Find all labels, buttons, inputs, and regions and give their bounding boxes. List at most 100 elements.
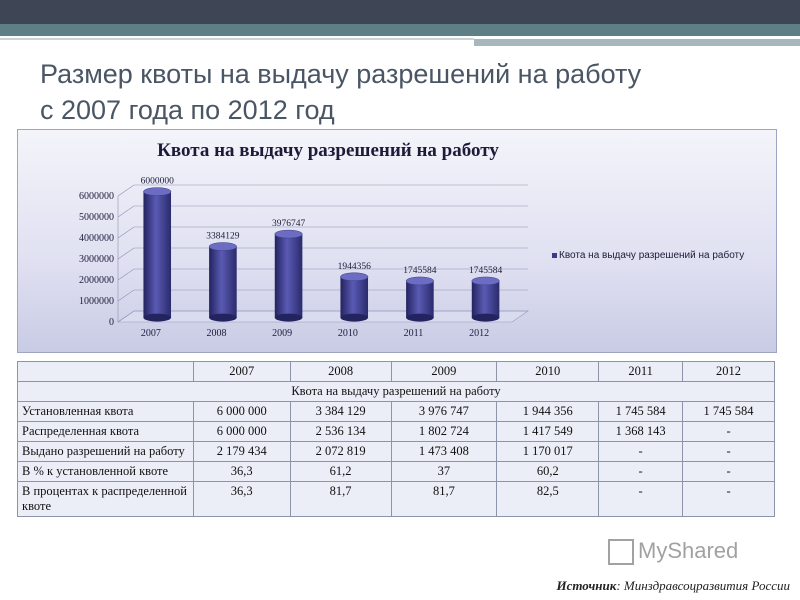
table-cell: 2 536 134 xyxy=(289,421,392,442)
y-tick-label: 5000000 xyxy=(79,212,114,223)
bar-chart: 0 1000000 2000000 3000000 4000000 5000000 6000… xyxy=(79,177,529,339)
bar-top xyxy=(208,242,237,251)
watermark-logo-icon xyxy=(608,539,634,566)
bar-base xyxy=(406,313,434,322)
table-cell: 36,3 xyxy=(192,481,291,517)
table-cell: 3 384 129 xyxy=(289,401,392,422)
legend-swatch xyxy=(552,252,557,258)
table-cell: - xyxy=(598,461,684,482)
bar xyxy=(209,246,237,318)
table-cell: - xyxy=(682,461,775,482)
y-tick-label: 3000000 xyxy=(79,254,114,265)
y-tick-label: 0 xyxy=(109,317,114,328)
bar xyxy=(274,234,303,318)
bar-top xyxy=(405,276,434,286)
table-cell: 2 072 819 xyxy=(289,441,392,462)
bar-top xyxy=(471,276,500,286)
watermark-text: MyShared xyxy=(638,538,739,563)
table-cell: 1 473 408 xyxy=(390,441,498,462)
row-label: Выдано разрешений на работу xyxy=(17,441,194,462)
table-cell: 37 xyxy=(390,461,498,482)
table-section-row: Квота на выдачу разрешений на работу xyxy=(17,381,775,402)
table-cell: 1 944 356 xyxy=(496,401,600,422)
table-cell: 6 000 000 xyxy=(192,401,291,422)
x-tick-label: 2009 xyxy=(272,328,292,339)
table-cell: 1 745 584 xyxy=(598,401,684,422)
data-label: 3976747 xyxy=(272,219,306,229)
table-cell: 1 802 724 xyxy=(390,421,498,442)
row-label: В процентах к распределенной квоте xyxy=(17,481,194,517)
bar xyxy=(471,280,500,318)
row-label: В % к установленной квоте xyxy=(17,461,194,482)
bar-base xyxy=(340,313,369,322)
year-header: 2011 xyxy=(598,361,684,382)
source-label: Источник xyxy=(556,578,617,593)
source-note: Источник: Минздравсоцразвития России xyxy=(556,578,790,594)
gridline-diagonal xyxy=(117,289,135,302)
table-cell: - xyxy=(598,481,684,517)
bar xyxy=(340,276,369,318)
table-cell: 81,7 xyxy=(390,481,498,517)
quota-table: 2007 2008 2009 2010 2011 2012 Квота на в… xyxy=(17,361,775,517)
year-header: 2009 xyxy=(390,361,498,382)
gridline-diagonal xyxy=(117,268,135,281)
source-text: : Минздравсоцразвития России xyxy=(616,578,790,593)
table-cell: 61,2 xyxy=(289,461,392,482)
slide-title-line1: Размер квоты на выдачу разрешений на раб… xyxy=(40,59,642,89)
y-tick-label: 2000000 xyxy=(79,275,114,286)
table-cell: 3 976 747 xyxy=(390,401,498,422)
table-cell: 81,7 xyxy=(289,481,392,517)
y-tick-label: 1000000 xyxy=(79,296,114,307)
x-tick-label: 2010 xyxy=(338,328,358,339)
slide-title-line2: с 2007 года по 2012 год xyxy=(40,95,335,125)
gridline-diagonal xyxy=(117,310,135,323)
table-cell: 2 179 434 xyxy=(192,441,291,462)
x-tick-label: 2011 xyxy=(404,328,424,339)
table-row: В процентах к распределенной квоте 36,3 … xyxy=(17,481,775,517)
accent-stripe xyxy=(0,24,800,36)
table-header-row: 2007 2008 2009 2010 2011 2012 xyxy=(17,361,775,382)
top-banner xyxy=(0,0,800,24)
gridline-diagonal xyxy=(117,184,135,197)
x-tick-label: 2012 xyxy=(469,328,489,339)
table-corner-cell xyxy=(17,361,194,382)
gridline-diagonal xyxy=(117,205,135,218)
chart-floor xyxy=(117,310,529,323)
bar xyxy=(406,280,434,318)
bar-top xyxy=(274,229,303,239)
data-label: 1745584 xyxy=(469,266,503,276)
table-cell: 1 417 549 xyxy=(496,421,600,442)
table-cell: - xyxy=(682,421,775,442)
bar-top xyxy=(340,272,369,282)
bar-base xyxy=(143,313,172,322)
row-label: Установленная квота xyxy=(17,401,194,422)
bar xyxy=(143,191,172,318)
table-row: Установленная квота 6 000 000 3 384 129 … xyxy=(17,401,775,422)
table-cell: 1 745 584 xyxy=(682,401,775,422)
year-header: 2012 xyxy=(682,361,775,382)
gridline-diagonal xyxy=(117,226,135,239)
x-tick-label: 2008 xyxy=(207,328,227,339)
y-tick-label: 6000000 xyxy=(79,191,114,202)
legend-label: Квота на выдачу разрешений на работу xyxy=(559,250,745,261)
bar-base xyxy=(274,313,303,322)
bar-base xyxy=(209,313,237,322)
table-cell: - xyxy=(682,441,775,462)
chart-title: Квота на выдачу разрешений на работу xyxy=(157,140,499,161)
year-header: 2008 xyxy=(289,361,392,382)
table-row: Выдано разрешений на работу 2 179 434 2 … xyxy=(17,441,775,462)
data-label: 1745584 xyxy=(403,266,437,276)
year-header: 2010 xyxy=(496,361,600,382)
chart-panel: Квота на выдачу разрешений на работу 0 10… xyxy=(17,129,777,353)
table-cell: - xyxy=(598,441,684,462)
data-label: 1944356 xyxy=(338,262,372,272)
table-row: Распределенная квота 6 000 000 2 536 134… xyxy=(17,421,775,442)
bar-base xyxy=(471,313,500,322)
table-row: В % к установленной квоте 36,3 61,2 37 6… xyxy=(17,461,775,482)
bar-top xyxy=(143,187,172,196)
table-cell: 6 000 000 xyxy=(192,421,291,442)
row-label: Распределенная квота xyxy=(17,421,194,442)
y-tick-label: 4000000 xyxy=(79,233,114,244)
chart-legend: Квота на выдачу разрешений на работу xyxy=(552,250,744,261)
data-label: 6000000 xyxy=(141,177,175,187)
